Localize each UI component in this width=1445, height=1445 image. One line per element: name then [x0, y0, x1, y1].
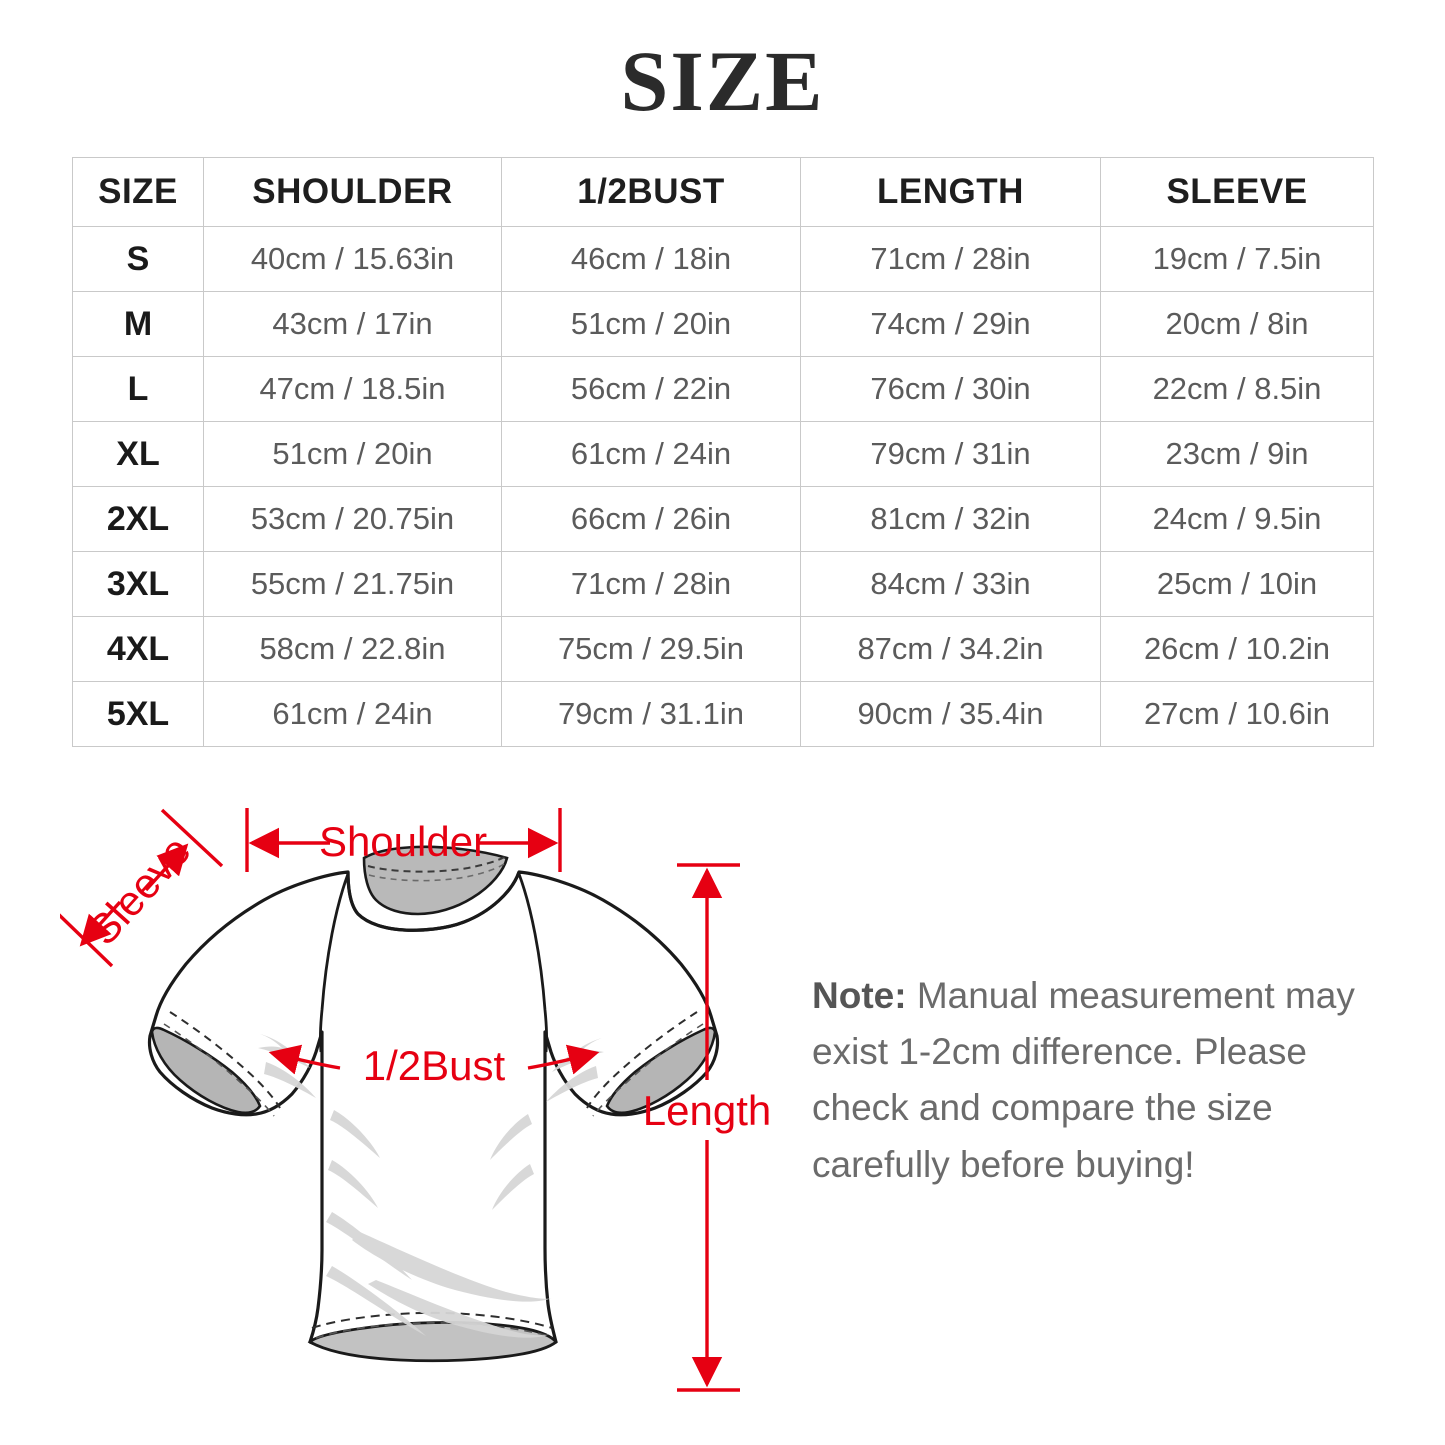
size-table-container: SIZE SHOULDER 1/2BUST LENGTH SLEEVE S 40…: [72, 157, 1374, 747]
cell-sleeve: 20cm / 8in: [1100, 291, 1374, 357]
left-sleeve-hem-stitch-2: [163, 1023, 275, 1117]
cell-shoulder: 53cm / 20.75in: [203, 486, 502, 552]
table-row: 4XL 58cm / 22.8in 75cm / 29.5in 87cm / 3…: [72, 616, 1374, 682]
collar-stitch-line-2: [368, 863, 505, 882]
cell-shoulder: 61cm / 24in: [203, 681, 502, 747]
tshirt-outline: [147, 870, 720, 1361]
annotations: [60, 808, 740, 1392]
cell-length: 76cm / 30in: [800, 356, 1101, 422]
table-row: XL 51cm / 20in 61cm / 24in 79cm / 31in 2…: [72, 421, 1374, 487]
cell-shoulder: 47cm / 18.5in: [203, 356, 502, 422]
shoulder-label: Shoulder: [319, 818, 487, 865]
measurement-diagram: Shoulder Sleeve 1/2Bust Length: [0, 780, 1445, 1445]
cell-sleeve: 22cm / 8.5in: [1100, 356, 1374, 422]
cell-size: 4XL: [72, 616, 204, 682]
sleeve-arrow-lower: [79, 900, 122, 947]
length-label: Length: [643, 1087, 771, 1134]
cell-shoulder: 55cm / 21.75in: [203, 551, 502, 617]
cell-length: 71cm / 28in: [800, 226, 1101, 292]
cell-size: M: [72, 291, 204, 357]
note-block: Note: Manual measurement may exist 1-2cm…: [812, 968, 1387, 1193]
table-row: 3XL 55cm / 21.75in 71cm / 28in 84cm / 33…: [72, 551, 1374, 617]
cell-size: 2XL: [72, 486, 204, 552]
cell-sleeve: 26cm / 10.2in: [1100, 616, 1374, 682]
bust-arrow-right: [527, 1044, 600, 1075]
column-header-bust: 1/2BUST: [501, 157, 801, 227]
right-sleeve-cuff-inner: [605, 1026, 717, 1115]
cell-sleeve: 25cm / 10in: [1100, 551, 1374, 617]
cell-sleeve: 23cm / 9in: [1100, 421, 1374, 487]
cell-length: 84cm / 33in: [800, 551, 1101, 617]
tshirt-diagram-svg: Shoulder Sleeve 1/2Bust Length: [60, 808, 771, 1392]
left-sleeve-cuff-inner: [150, 1026, 262, 1115]
table-header-row: SIZE SHOULDER 1/2BUST LENGTH SLEEVE: [72, 157, 1374, 227]
bust-label: 1/2Bust: [363, 1042, 506, 1089]
note-label: Note:: [812, 975, 907, 1016]
cell-length: 74cm / 29in: [800, 291, 1101, 357]
column-header-length: LENGTH: [800, 157, 1101, 227]
cell-bust: 56cm / 22in: [501, 356, 801, 422]
table-row: S 40cm / 15.63in 46cm / 18in 71cm / 28in…: [72, 226, 1374, 292]
right-sleeve-hem-stitch-2: [592, 1023, 704, 1117]
cell-length: 90cm / 35.4in: [800, 681, 1101, 747]
cell-size: S: [72, 226, 204, 292]
cell-bust: 61cm / 24in: [501, 421, 801, 487]
cell-bust: 51cm / 20in: [501, 291, 801, 357]
column-header-shoulder: SHOULDER: [203, 157, 502, 227]
cell-bust: 46cm / 18in: [501, 226, 801, 292]
note-text: Manual measurement may exist 1-2cm diffe…: [812, 975, 1355, 1185]
cell-shoulder: 40cm / 15.63in: [203, 226, 502, 292]
cell-bust: 75cm / 29.5in: [501, 616, 801, 682]
cell-length: 79cm / 31in: [800, 421, 1101, 487]
sleeve-tick-upper: [160, 808, 224, 868]
column-header-size: SIZE: [72, 157, 204, 227]
cell-size: 5XL: [72, 681, 204, 747]
table-row: L 47cm / 18.5in 56cm / 22in 76cm / 30in …: [72, 356, 1374, 422]
column-header-sleeve: SLEEVE: [1100, 157, 1374, 227]
right-sleeve-hem-stitch: [586, 1011, 698, 1109]
page-title: SIZE: [620, 33, 825, 129]
cell-length: 81cm / 32in: [800, 486, 1101, 552]
tshirt-illustration: [147, 845, 720, 1363]
cell-bust: 71cm / 28in: [501, 551, 801, 617]
bust-arrow-left: [268, 1044, 341, 1075]
cell-size: L: [72, 356, 204, 422]
sleeve-arrow-upper: [144, 843, 189, 892]
left-shoulder-seam: [318, 873, 350, 1053]
cell-shoulder: 43cm / 17in: [203, 291, 502, 357]
table-row: M 43cm / 17in 51cm / 20in 74cm / 29in 20…: [72, 291, 1374, 357]
cell-sleeve: 19cm / 7.5in: [1100, 226, 1374, 292]
cell-sleeve: 27cm / 10.6in: [1100, 681, 1374, 747]
table-row: 5XL 61cm / 24in 79cm / 31.1in 90cm / 35.…: [72, 681, 1374, 747]
table-body: S 40cm / 15.63in 46cm / 18in 71cm / 28in…: [72, 226, 1374, 747]
table-header: SIZE SHOULDER 1/2BUST LENGTH SLEEVE: [72, 157, 1374, 227]
sleeve-label: Sleeve: [79, 827, 200, 954]
cell-bust: 66cm / 26in: [501, 486, 801, 552]
collar-outer: [346, 871, 521, 932]
cell-size: XL: [72, 421, 204, 487]
right-shoulder-seam: [517, 873, 549, 1053]
table-row: 2XL 53cm / 20.75in 66cm / 26in 81cm / 32…: [72, 486, 1374, 552]
cell-shoulder: 58cm / 22.8in: [203, 616, 502, 682]
cell-size: 3XL: [72, 551, 204, 617]
cell-sleeve: 24cm / 9.5in: [1100, 486, 1374, 552]
cell-bust: 79cm / 31.1in: [501, 681, 801, 747]
left-sleeve-hem-stitch: [169, 1011, 281, 1109]
bottom-hem-stitch-2: [315, 1322, 553, 1339]
size-table: SIZE SHOULDER 1/2BUST LENGTH SLEEVE S 40…: [72, 157, 1374, 747]
cell-length: 87cm / 34.2in: [800, 616, 1101, 682]
cell-shoulder: 51cm / 20in: [203, 421, 502, 487]
